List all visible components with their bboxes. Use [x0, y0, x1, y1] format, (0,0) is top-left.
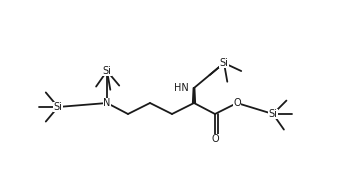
- Text: O: O: [211, 134, 219, 144]
- Text: Si: Si: [53, 102, 62, 112]
- Text: Si: Si: [219, 58, 228, 68]
- Text: Si: Si: [103, 66, 112, 76]
- Text: Si: Si: [269, 109, 278, 119]
- Text: O: O: [233, 98, 241, 108]
- Text: N: N: [103, 98, 111, 108]
- Text: HN: HN: [174, 83, 189, 93]
